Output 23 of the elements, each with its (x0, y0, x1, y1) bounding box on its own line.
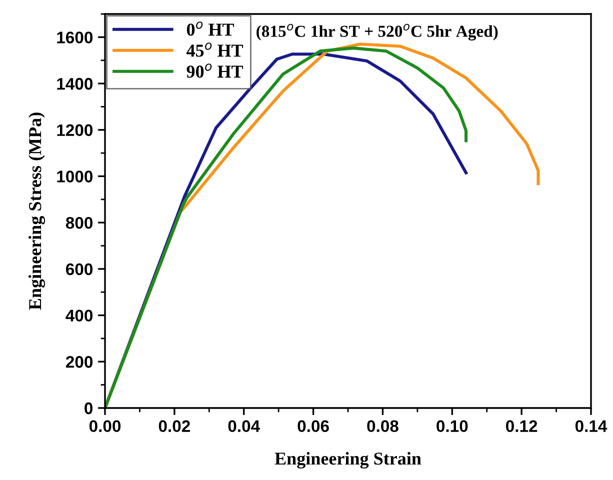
x-tick-label: 0.10 (436, 420, 468, 432)
y-tick-label: 800 (66, 216, 93, 229)
x-tick-label: 0.08 (367, 420, 398, 432)
x-tick-label: 0.04 (228, 420, 260, 432)
legend-label: 90$^{o}$ HT (186, 64, 244, 78)
y-tick-label: 600 (66, 263, 93, 276)
y-tick-label: 0 (84, 402, 93, 414)
x-axis-title: Engineering Strain (274, 452, 422, 469)
legend-label: 45$^{o}$ HT (186, 42, 244, 57)
y-tick-label: 1000 (57, 170, 93, 182)
x-tick-label: 0.12 (506, 420, 538, 432)
y-tick-label: 1600 (57, 32, 93, 44)
annotation: (815$^{o}$C 1hr ST + 520$^{o}$C 5hr Aged) (256, 24, 498, 40)
y-tick-label: 1400 (57, 78, 93, 90)
y-tick-label: 400 (66, 310, 93, 322)
legend-label: 0$^{o}$ HT (186, 22, 234, 36)
x-tick-label: 0.00 (89, 420, 121, 432)
y-tick-label: 1200 (57, 124, 93, 136)
x-tick-label: 0.02 (158, 420, 190, 432)
x-tick-label: 0.06 (298, 420, 329, 432)
y-axis-title: Engineering Stress (MPa) (28, 112, 46, 310)
x-tick-label: 0.14 (575, 420, 608, 432)
y-tick-label: 200 (66, 356, 93, 368)
